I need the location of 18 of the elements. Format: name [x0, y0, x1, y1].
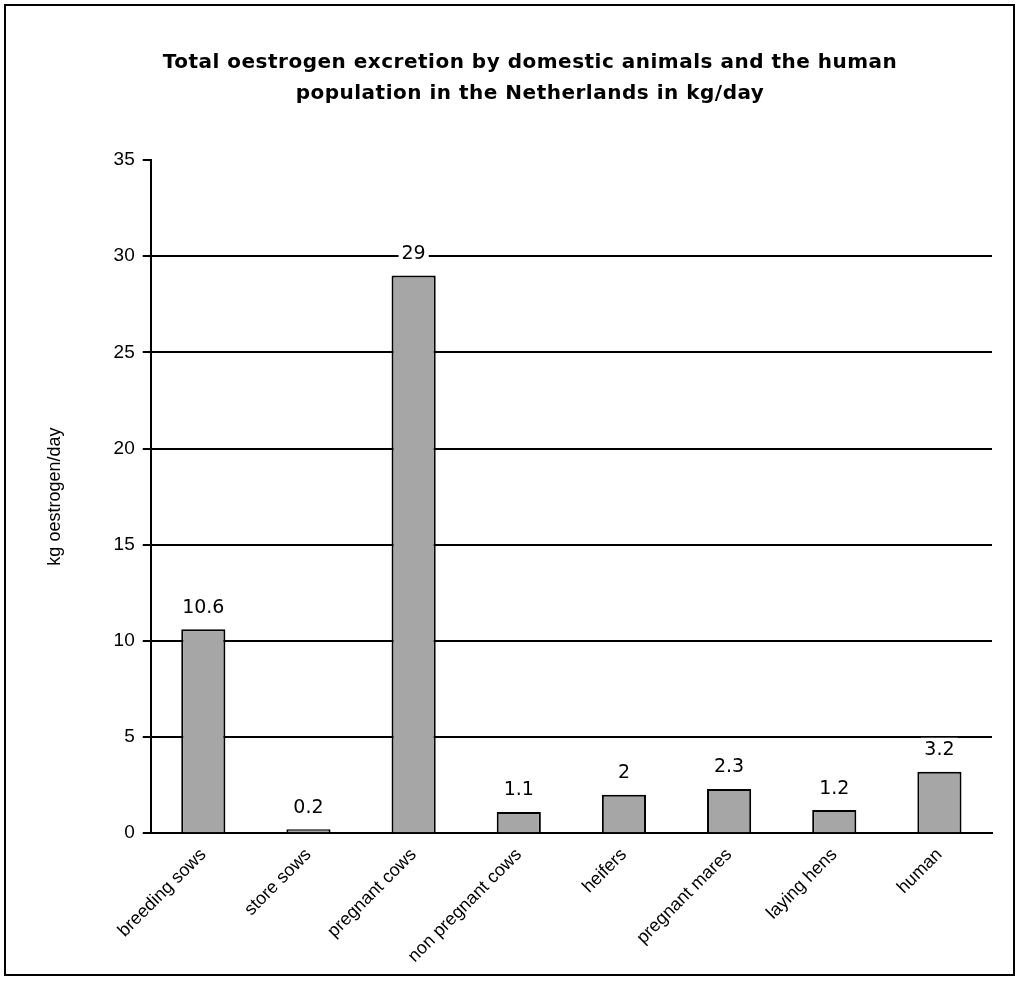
data-label: 2.3 [713, 754, 745, 777]
y-axis-title: kg oestrogen/day [43, 427, 64, 566]
chart-title: Total oestrogen excretion by domestic animals and the human population in the Netherlands in kg/day [161, 48, 899, 106]
y-tick-label: 25 [113, 340, 135, 362]
data-label: 29 [401, 240, 426, 263]
data-label: 3.2 [924, 737, 955, 760]
y-tick-label: 0 [124, 821, 135, 843]
data-label: 10.6 [182, 594, 225, 617]
data-label: 1.1 [503, 777, 534, 800]
data-label: 2 [617, 760, 630, 783]
y-tick-label: 20 [113, 436, 135, 458]
y-tick-label: 10 [113, 629, 135, 651]
y-tick-label: 15 [113, 532, 135, 554]
y-tick-label: 35 [113, 148, 135, 170]
data-label: 0.2 [293, 794, 324, 817]
y-tick-label: 5 [124, 725, 135, 747]
data-label: 1.2 [819, 775, 850, 798]
y-tick-label: 30 [113, 244, 135, 266]
